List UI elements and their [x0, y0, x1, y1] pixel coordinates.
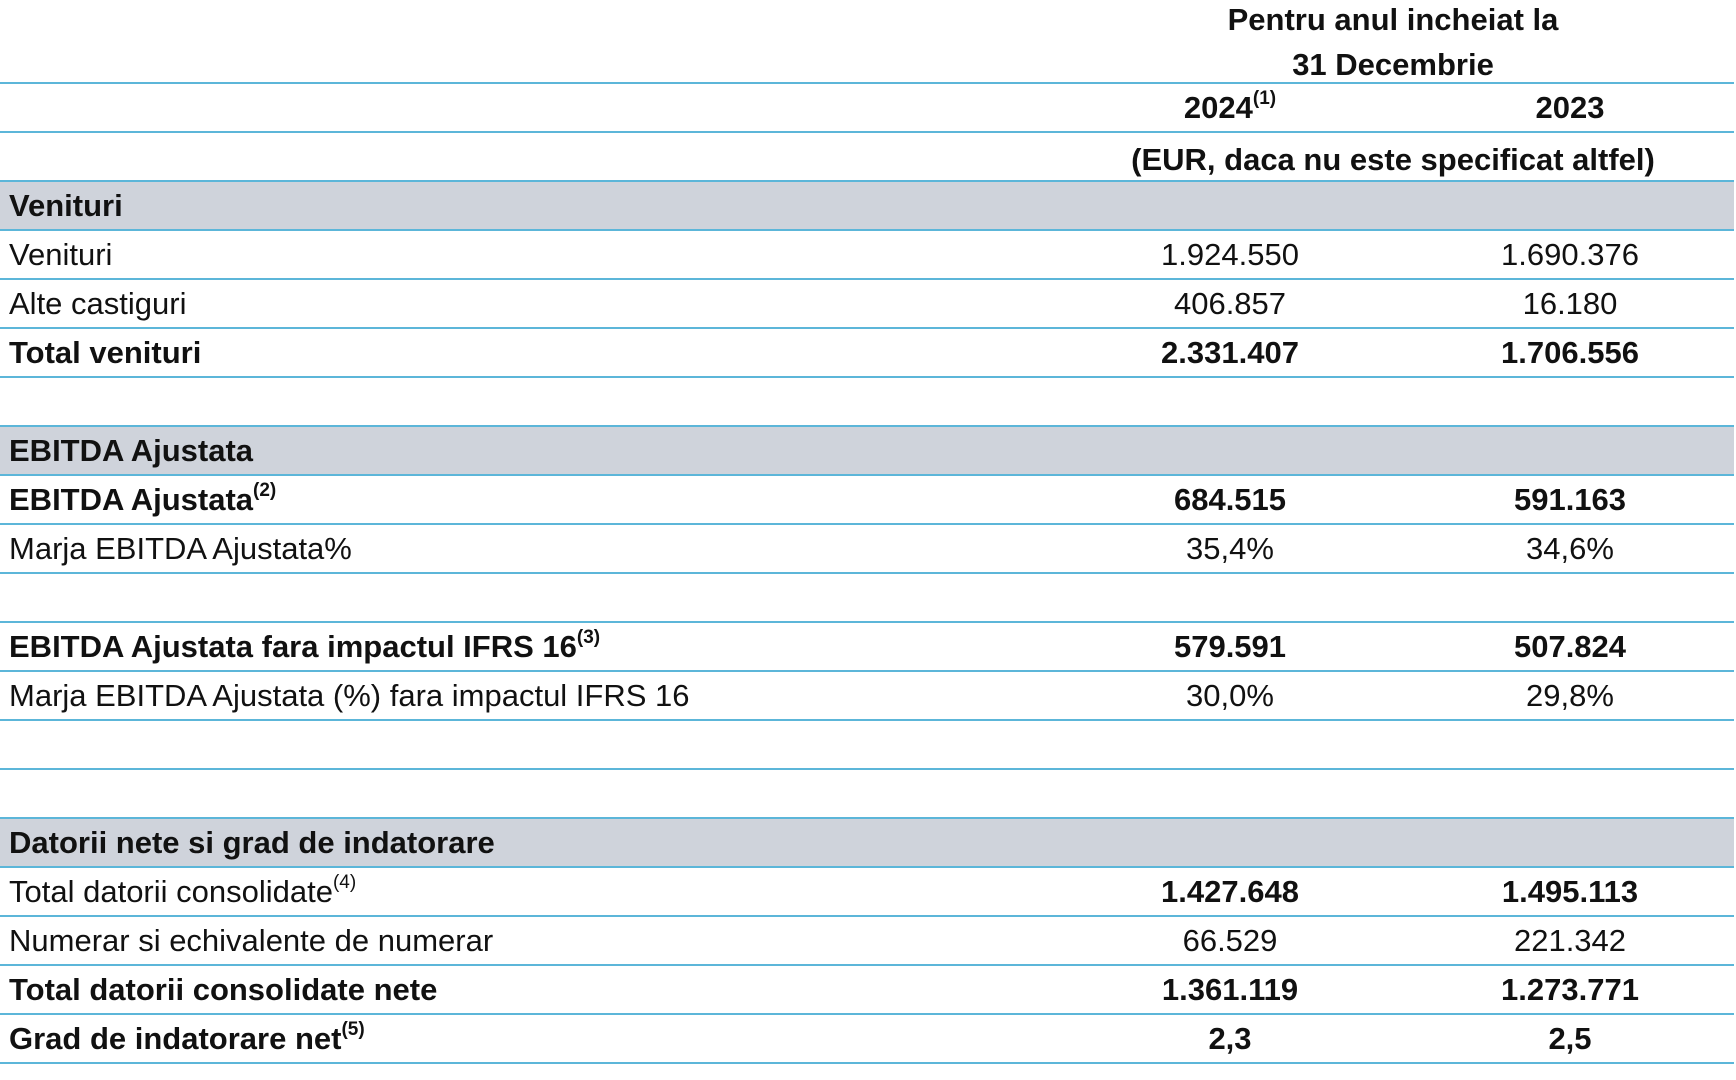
value: 221.342 — [1513, 923, 1627, 958]
label-text: EBITDA Ajustata — [9, 482, 254, 517]
row-label: Alte castiguri — [9, 288, 186, 319]
empty-row — [0, 721, 1734, 770]
label-text: Alte castiguri — [9, 286, 187, 321]
year-label: 2024 — [1183, 90, 1253, 125]
header-row: Pentru anul incheiat la 31 Decembrie — [0, 0, 1734, 84]
label-text: Venituri — [9, 188, 123, 223]
label-text: Marja EBITDA Ajustata% — [9, 531, 352, 566]
value: 2.331.407 — [1161, 335, 1299, 370]
data-row: Venituri 1.924.550 1.690.376 — [0, 231, 1734, 280]
data-row: Alte castiguri 406.857 16.180 — [0, 280, 1734, 329]
value: 507.824 — [1513, 629, 1627, 664]
empty-row — [0, 378, 1734, 427]
row-label: Grad de indatorare net(5) — [9, 1020, 365, 1056]
unit: (EUR, daca nu este specificat altfel) — [1131, 142, 1655, 177]
value: 30,0% — [1186, 678, 1274, 713]
row-label: Numerar si echivalente de numerar — [9, 925, 493, 956]
data-row: Grad de indatorare net(5) 2,3 2,5 — [0, 1015, 1734, 1064]
year: 2024(1) — [1183, 89, 1276, 125]
row-label: Marja EBITDA Ajustata% — [9, 533, 352, 564]
footnote: (5) — [341, 1019, 365, 1040]
data-row: Total datorii consolidate(4) 1.427.648 1.4… — [0, 868, 1734, 917]
period-line: 31 Decembrie — [1292, 47, 1494, 82]
value: 1.361.119 — [1161, 972, 1299, 1007]
value: 591.163 — [1513, 482, 1627, 517]
value: 1.273.771 — [1501, 972, 1639, 1007]
section-row: EBITDA Ajustata — [0, 427, 1734, 476]
year: 2023 — [1535, 90, 1605, 125]
row-label: Total datorii consolidate nete — [9, 974, 437, 1005]
value: 1.924.550 — [1161, 237, 1299, 272]
data-row: EBITDA Ajustata fara impactul IFRS 16(3)… — [0, 623, 1734, 672]
row-label: EBITDA Ajustata fara impactul IFRS 16(3) — [9, 628, 600, 664]
row-label: EBITDA Ajustata(2) — [9, 481, 276, 517]
value: 1.706.556 — [1501, 335, 1639, 370]
footnote: (3) — [576, 627, 601, 648]
label-text: Datorii nete si grad de indatorare — [9, 825, 495, 860]
row-label: EBITDA Ajustata — [9, 435, 253, 466]
value: 35,4% — [1186, 531, 1274, 566]
year-row: 2024(1) 2023 — [0, 84, 1734, 133]
section-row: Venituri — [0, 182, 1734, 231]
section-row: Datorii nete si grad de indatorare — [0, 819, 1734, 868]
empty-row — [0, 574, 1734, 623]
data-row: Total datorii consolidate nete 1.361.119 1… — [0, 966, 1734, 1015]
value: 684.515 — [1173, 482, 1287, 517]
data-row: Total venituri 2.331.407 1.706.556 — [0, 329, 1734, 378]
value: 1.495.113 — [1501, 874, 1639, 909]
value: 1.427.648 — [1161, 874, 1299, 909]
label-text: Venituri — [9, 237, 113, 272]
label-text: EBITDA Ajustata — [9, 433, 254, 468]
data-row: EBITDA Ajustata(2) 684.515 591.163 — [0, 476, 1734, 525]
data-row: Marja EBITDA Ajustata% 35,4% 34,6% — [0, 525, 1734, 574]
label-text: Numerar si echivalente de numerar — [9, 923, 494, 958]
row-label: Marja EBITDA Ajustata (%) fara impactul … — [9, 680, 690, 711]
label-text: EBITDA Ajustata fara impactul IFRS 16 — [9, 629, 577, 664]
label-text: Total venituri — [9, 335, 202, 370]
label-text: Marja EBITDA Ajustata (%) fara impactul … — [9, 678, 690, 713]
unit-row: (EUR, daca nu este specificat altfel) — [0, 133, 1734, 182]
value: 1.690.376 — [1501, 237, 1639, 272]
data-row: Marja EBITDA Ajustata (%) fara impactul … — [0, 672, 1734, 721]
row-label: Venituri — [9, 239, 112, 270]
footnote: (2) — [253, 480, 277, 501]
footnote: (4) — [332, 872, 357, 893]
value: 66.529 — [1182, 923, 1278, 958]
value: 34,6% — [1526, 531, 1614, 566]
footnote: (1) — [1252, 88, 1277, 109]
value: 16.180 — [1522, 286, 1618, 321]
label-text: Grad de indatorare net — [9, 1021, 342, 1056]
value: 2,3 — [1208, 1021, 1252, 1056]
value: 579.591 — [1173, 629, 1287, 664]
value: 29,8% — [1526, 678, 1614, 713]
label-text: Total datorii consolidate nete — [9, 972, 438, 1007]
row-label: Total venituri — [9, 337, 201, 368]
empty-row — [0, 770, 1734, 819]
row-label: Total datorii consolidate(4) — [9, 873, 356, 909]
row-label: Venituri — [9, 190, 123, 221]
value: 2,5 — [1548, 1021, 1592, 1056]
label-text: Total datorii consolidate — [9, 874, 333, 909]
row-label: Datorii nete si grad de indatorare — [9, 827, 495, 858]
data-row: Numerar si echivalente de numerar 66.529 2… — [0, 917, 1734, 966]
value: 406.857 — [1173, 286, 1287, 321]
period-line: Pentru anul incheiat la — [1227, 2, 1559, 37]
